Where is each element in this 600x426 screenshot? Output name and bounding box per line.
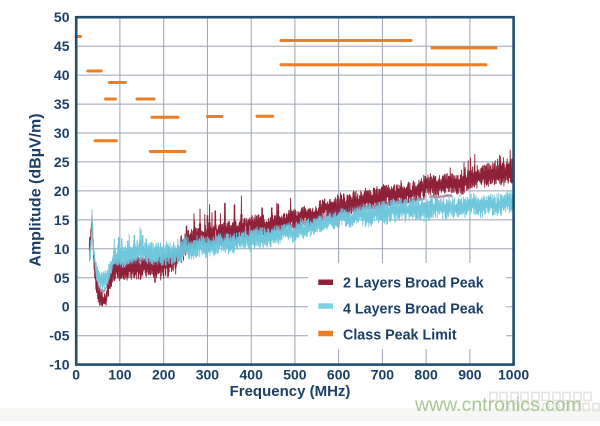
svg-text:45: 45 [54, 38, 70, 54]
svg-text:0: 0 [62, 299, 70, 315]
svg-text:www.cntronics.com: www.cntronics.com [414, 394, 582, 416]
svg-text:-10: -10 [49, 357, 69, 373]
svg-text:700: 700 [371, 367, 395, 383]
svg-text:400: 400 [240, 367, 264, 383]
svg-text:2 Layers Broad Peak: 2 Layers Broad Peak [343, 276, 484, 292]
svg-text:25: 25 [54, 154, 70, 170]
svg-text:Frequency (MHz): Frequency (MHz) [230, 383, 351, 400]
svg-text:100: 100 [108, 367, 132, 383]
svg-text:4 Layers Broad Peak: 4 Layers Broad Peak [343, 302, 484, 318]
svg-text:35: 35 [54, 96, 70, 112]
svg-text:0: 0 [72, 367, 80, 383]
svg-text:50: 50 [54, 9, 70, 25]
svg-text:40: 40 [54, 67, 70, 83]
svg-text:30: 30 [54, 125, 70, 141]
svg-text:20: 20 [54, 183, 70, 199]
svg-text:Class Peak Limit: Class Peak Limit [343, 328, 457, 344]
svg-text:900: 900 [458, 367, 482, 383]
svg-text:1000: 1000 [498, 367, 529, 383]
svg-text:300: 300 [196, 367, 220, 383]
svg-text:15: 15 [54, 212, 70, 228]
svg-text:600: 600 [327, 367, 351, 383]
svg-text:-05: -05 [49, 328, 69, 344]
svg-text:800: 800 [414, 367, 438, 383]
svg-text:10: 10 [54, 241, 70, 257]
svg-text:500: 500 [283, 367, 307, 383]
svg-text:Amplitude (dBµV/m): Amplitude (dBµV/m) [27, 113, 44, 266]
svg-text:05: 05 [54, 270, 70, 286]
svg-text:200: 200 [152, 367, 176, 383]
